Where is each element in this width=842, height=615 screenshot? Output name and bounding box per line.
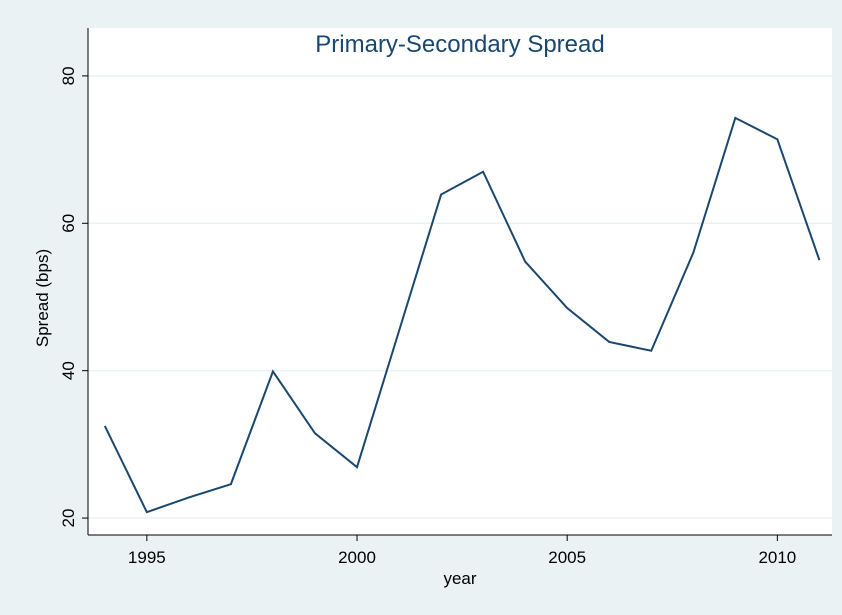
plot-area [88,28,832,535]
chart-title: Primary-Secondary Spread [315,31,604,58]
x-tick-label: 1995 [128,548,166,567]
y-axis-label: Spread (bps) [33,249,52,347]
x-tick-label: 2005 [548,548,586,567]
x-tick-label: 2010 [758,548,796,567]
x-tick-label: 2000 [338,548,376,567]
x-axis-label: year [443,569,476,588]
data-line [103,116,821,514]
y-tick-label: 40 [59,361,78,380]
y-tick-label: 60 [59,214,78,233]
y-tick-label: 80 [59,66,78,85]
y-tick-label: 20 [59,509,78,528]
